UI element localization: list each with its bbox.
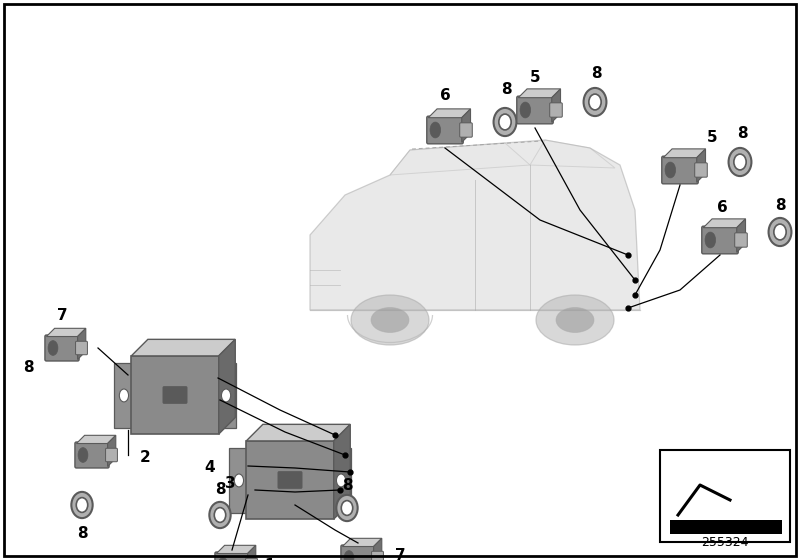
Ellipse shape [76, 498, 88, 512]
Bar [114, 363, 134, 428]
Text: 7: 7 [394, 548, 406, 560]
Bar [229, 448, 249, 512]
FancyBboxPatch shape [460, 123, 472, 137]
Text: 8: 8 [737, 127, 747, 142]
Text: 8: 8 [214, 483, 226, 497]
Ellipse shape [214, 507, 226, 522]
FancyBboxPatch shape [45, 335, 79, 361]
Polygon shape [462, 109, 470, 142]
Text: 8: 8 [77, 525, 87, 540]
Ellipse shape [344, 550, 354, 560]
Text: 5: 5 [706, 130, 718, 146]
Text: 4: 4 [205, 460, 215, 475]
FancyBboxPatch shape [278, 472, 302, 488]
Bar [331, 448, 351, 512]
Ellipse shape [222, 389, 230, 402]
Ellipse shape [665, 162, 675, 178]
Polygon shape [697, 149, 706, 183]
Polygon shape [342, 538, 382, 547]
Polygon shape [552, 89, 561, 122]
FancyBboxPatch shape [163, 386, 187, 403]
Polygon shape [428, 109, 470, 118]
Text: 7: 7 [57, 307, 67, 323]
Text: 8: 8 [501, 82, 511, 97]
FancyBboxPatch shape [734, 233, 747, 247]
Polygon shape [217, 545, 256, 553]
Text: 8: 8 [590, 66, 602, 81]
Ellipse shape [71, 492, 93, 518]
Ellipse shape [342, 501, 353, 515]
Polygon shape [247, 545, 256, 560]
Polygon shape [78, 328, 86, 360]
Ellipse shape [119, 389, 129, 402]
Ellipse shape [556, 307, 594, 333]
FancyBboxPatch shape [517, 96, 554, 124]
FancyBboxPatch shape [694, 163, 707, 177]
Ellipse shape [494, 108, 517, 136]
Ellipse shape [499, 114, 511, 130]
Ellipse shape [583, 88, 606, 116]
Ellipse shape [536, 295, 614, 345]
Ellipse shape [769, 218, 791, 246]
Ellipse shape [729, 148, 751, 176]
Polygon shape [518, 89, 561, 97]
Text: 8: 8 [22, 361, 34, 376]
Polygon shape [663, 149, 706, 158]
Ellipse shape [218, 558, 228, 560]
Polygon shape [77, 435, 116, 444]
FancyBboxPatch shape [246, 558, 258, 560]
FancyBboxPatch shape [426, 116, 463, 144]
FancyBboxPatch shape [106, 448, 118, 462]
Ellipse shape [430, 122, 441, 138]
Ellipse shape [48, 340, 58, 356]
Ellipse shape [337, 474, 346, 487]
Ellipse shape [734, 154, 746, 170]
Polygon shape [310, 140, 640, 310]
Ellipse shape [371, 307, 409, 333]
Polygon shape [334, 424, 350, 519]
Text: 8: 8 [774, 198, 786, 212]
Ellipse shape [589, 94, 601, 110]
Text: 5: 5 [530, 71, 540, 86]
Ellipse shape [234, 474, 243, 487]
Bar [670, 520, 782, 534]
Text: 255324: 255324 [702, 535, 749, 548]
Ellipse shape [520, 102, 530, 118]
FancyBboxPatch shape [75, 341, 87, 354]
Text: 8: 8 [342, 478, 352, 492]
Polygon shape [530, 140, 615, 168]
Polygon shape [703, 219, 746, 228]
Text: 3: 3 [225, 477, 235, 492]
FancyBboxPatch shape [341, 545, 375, 560]
Polygon shape [46, 328, 86, 337]
Bar [131, 356, 218, 434]
FancyBboxPatch shape [215, 552, 249, 560]
Bar [660, 450, 790, 542]
Text: 2: 2 [140, 450, 150, 465]
Bar [246, 441, 334, 519]
Polygon shape [218, 339, 235, 434]
Text: 1: 1 [265, 558, 275, 560]
Polygon shape [390, 143, 530, 175]
Text: 6: 6 [717, 200, 727, 216]
FancyBboxPatch shape [371, 551, 383, 560]
Ellipse shape [78, 447, 88, 463]
Ellipse shape [774, 224, 786, 240]
Polygon shape [107, 435, 116, 466]
FancyBboxPatch shape [550, 103, 562, 117]
Ellipse shape [705, 232, 715, 248]
FancyBboxPatch shape [702, 226, 738, 254]
Ellipse shape [210, 502, 230, 528]
Bar [216, 363, 236, 428]
Polygon shape [374, 538, 382, 560]
Polygon shape [246, 424, 350, 441]
Polygon shape [131, 339, 235, 356]
Ellipse shape [336, 495, 358, 521]
FancyBboxPatch shape [75, 442, 109, 468]
Text: 6: 6 [440, 87, 450, 102]
FancyBboxPatch shape [662, 156, 698, 184]
Polygon shape [737, 219, 746, 253]
Ellipse shape [351, 295, 429, 345]
